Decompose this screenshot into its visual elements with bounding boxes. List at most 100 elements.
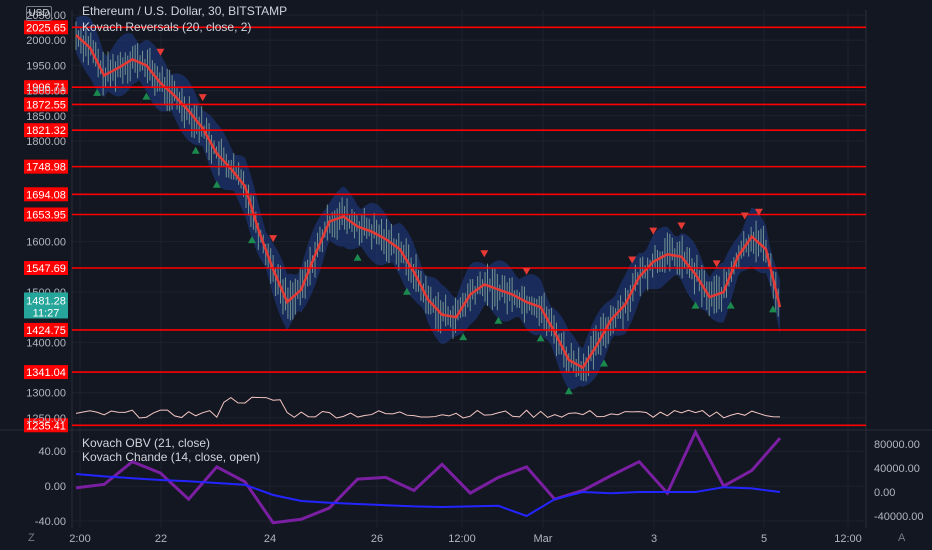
level-label-bg (24, 20, 68, 35)
buy-marker (691, 301, 700, 309)
x-tick-label: 2:00 (69, 533, 90, 545)
sell-marker (198, 94, 207, 102)
sub-y-tick-label: 0.00 (45, 481, 66, 493)
y-tick-label: 1850.00 (26, 111, 66, 123)
buy-marker (494, 316, 503, 324)
level-label-bg (24, 207, 68, 222)
y-tick-label: 1900.00 (26, 86, 66, 98)
level-label-bg (24, 261, 68, 276)
buy-marker (248, 236, 256, 244)
buy-marker (726, 301, 735, 309)
indicator-1-label: Kovach Reversals (20, close, 2) (82, 20, 252, 34)
level-label: 2025.65 (26, 22, 66, 34)
sell-marker (480, 250, 489, 258)
sell-marker (754, 208, 763, 216)
buy-marker (459, 333, 468, 341)
buy-marker (402, 287, 411, 295)
indicator-legend-3[interactable]: Kovach Chande (14, close, open) (82, 450, 260, 464)
auto-scale-icon[interactable]: A (898, 532, 906, 544)
sell-marker (522, 267, 531, 275)
price-box-bg (24, 292, 68, 319)
zoom-icon[interactable]: Z (28, 532, 35, 544)
sub-right-tick-label: 0.00 (874, 487, 895, 499)
level-label: 1547.69 (26, 263, 66, 275)
level-label: 1906.71 (26, 82, 66, 94)
sell-marker (677, 222, 686, 230)
indicator-3-label: Kovach Chande (14, close, open) (82, 450, 261, 464)
sell-marker (269, 235, 278, 243)
envelope-band (76, 15, 780, 390)
sell-marker (740, 212, 749, 220)
level-label: 1821.32 (26, 125, 66, 137)
level-label-bg (24, 418, 68, 433)
chande-line (75, 428, 782, 525)
indicator-legend-2[interactable]: Kovach OBV (21, close) (82, 436, 210, 450)
buy-marker (768, 305, 777, 313)
x-tick-label: 12:00 (834, 533, 862, 545)
buy-marker (353, 253, 362, 261)
buy-marker (564, 387, 573, 395)
indicator-2-label: Kovach OBV (21, close) (82, 436, 211, 450)
sub-right-tick-label: -40000.00 (874, 511, 924, 523)
band-area (76, 15, 780, 390)
chart-title: Ethereum / U.S. Dollar, 30, BITSTAMP (82, 4, 288, 18)
sub-pane: 40.00 0.00 -40.00 80000.00 40000.00 0.00 -4000… (35, 428, 924, 528)
y-tick-label: 1250.00 (26, 413, 66, 425)
level-label-bg (24, 187, 68, 202)
currency-badge[interactable]: USD (26, 6, 52, 21)
level-label: 1748.98 (26, 162, 66, 174)
y-tick-label: 2000.00 (26, 35, 66, 47)
buy-marker (212, 180, 221, 188)
x-tick-label: 5 (761, 533, 767, 545)
level-label-bg (24, 80, 68, 95)
y-tick-label: 1950.00 (26, 60, 66, 72)
y-tick-label: 1300.00 (26, 388, 66, 400)
level-label-bg (24, 365, 68, 380)
level-label: 1694.08 (26, 189, 66, 201)
chart-title-legend[interactable]: Ethereum / U.S. Dollar, 30, BITSTAMP (82, 4, 287, 18)
x-tick-label: 26 (371, 533, 383, 545)
buy-marker (93, 88, 102, 96)
sell-marker (649, 227, 658, 235)
level-label-bg (24, 97, 68, 112)
level-label: 1424.75 (26, 325, 66, 337)
y-tick-label: 2050.00 (26, 10, 66, 22)
level-label: 1235.41 (26, 420, 66, 432)
volume-path (75, 396, 781, 419)
x-tick-label: 12:00 (448, 533, 476, 545)
sell-marker (712, 260, 721, 268)
level-label: 1341.04 (26, 367, 66, 379)
x-tick-label: 3 (651, 533, 657, 545)
indicator-legend-1[interactable]: Kovach Reversals (20, close, 2) (82, 20, 251, 34)
sub-y-tick-label: 40.00 (38, 446, 66, 458)
kovach-mid-line (75, 34, 782, 370)
time-axis[interactable]: 2:00 22 24 26 12:00 Mar 3 5 12:00 (69, 533, 861, 545)
y-tick-label: 1800.00 (26, 136, 66, 148)
level-label-bg (24, 322, 68, 337)
buy-marker (142, 92, 151, 100)
level-label: 1653.95 (26, 209, 66, 221)
sub-right-tick-label: 80000.00 (874, 439, 920, 451)
sell-marker (628, 256, 637, 264)
x-tick-label: 24 (264, 533, 276, 545)
volume-line (75, 396, 781, 419)
reversal-markers (93, 48, 777, 395)
y-tick-label: 1600.00 (26, 237, 66, 249)
sub-y-tick-label: -40.00 (35, 516, 66, 528)
level-label-bg (24, 123, 68, 138)
obv-line (75, 473, 781, 518)
x-tick-label: Mar (534, 533, 553, 545)
buy-marker (536, 334, 545, 342)
y-tick-label: 1400.00 (26, 337, 66, 349)
level-label: 1872.55 (26, 99, 66, 111)
mid-line-path (75, 34, 782, 370)
sub-right-tick-label: 40000.00 (874, 463, 920, 475)
current-price-value: 1481.28 (26, 295, 66, 307)
level-label-bg (24, 159, 68, 174)
buy-marker (191, 146, 200, 154)
buy-marker (600, 359, 608, 367)
countdown-value: 11:27 (33, 307, 60, 319)
x-tick-label: 22 (155, 533, 167, 545)
